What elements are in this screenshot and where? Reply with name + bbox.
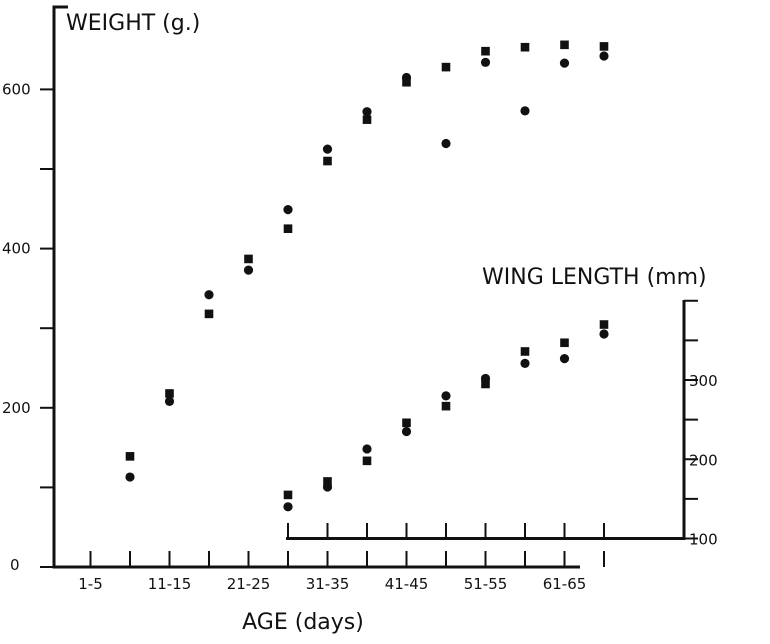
weight-square-point xyxy=(283,224,293,233)
x-tick-label: 21-25 xyxy=(227,575,271,593)
wing-tick-label: 100 xyxy=(689,531,718,549)
weight-circle-point xyxy=(164,396,175,407)
weight-circle-point xyxy=(204,290,214,300)
wing-circle-point xyxy=(599,329,609,339)
weight-square-point xyxy=(125,452,135,461)
weight-square-point xyxy=(560,40,569,50)
wing-square-point xyxy=(560,338,569,348)
weight-circle-point xyxy=(520,106,530,116)
weight-square-point xyxy=(481,46,490,56)
marks-layer xyxy=(125,40,609,512)
x-axis-title: AGE (days) xyxy=(242,610,364,635)
wing-square-point xyxy=(441,401,451,411)
weight-circle-point xyxy=(243,265,254,275)
weight-axis-title: WEIGHT (g.) xyxy=(66,11,200,36)
weight-tick-label: 200 xyxy=(2,399,31,417)
x-tick-label: 31-35 xyxy=(306,575,350,593)
axes-layer: 0 200 400 600 1-5 11-15 21-25 31-35 41-45 51-55 61… xyxy=(2,5,718,593)
weight-circle-point xyxy=(125,472,135,482)
weight-square-point xyxy=(520,42,530,52)
wing-circle-point xyxy=(520,358,530,368)
weight-circle-point xyxy=(283,204,293,215)
weight-square-point xyxy=(402,77,411,87)
x-tick-label: 11-15 xyxy=(148,575,192,593)
weight-x-axis-frame xyxy=(52,5,580,569)
weight-circle-point xyxy=(362,107,372,117)
weight-square-point xyxy=(599,42,609,51)
wing-circle-point xyxy=(362,444,372,454)
weight-circle-point xyxy=(480,57,491,67)
weight-square-point xyxy=(204,309,214,319)
weight-circle-point xyxy=(441,138,451,149)
wing-square-point xyxy=(362,456,372,466)
weight-circle-point xyxy=(599,51,609,61)
x-tick-label: 51-55 xyxy=(464,575,508,593)
x-tick-label: 1-5 xyxy=(78,575,103,593)
wing-circle-point xyxy=(401,426,412,437)
weight-circle-point xyxy=(559,58,570,68)
x-tick-label: 41-45 xyxy=(385,575,429,593)
wing-circle-point xyxy=(559,354,570,364)
wing-square-point xyxy=(323,477,332,486)
weight-square-point xyxy=(441,62,451,72)
weight-square-point xyxy=(323,156,332,166)
wing-square-point xyxy=(402,418,411,428)
weight-tick-label: 0 xyxy=(10,556,20,574)
wing-axis-frame xyxy=(286,300,686,540)
weight-tick-label: 400 xyxy=(2,240,31,258)
wing-square-point xyxy=(481,379,490,389)
weight-tick-label: 600 xyxy=(2,80,31,98)
wing-square-point xyxy=(283,490,293,500)
weight-square-point xyxy=(362,115,372,124)
wing-axis-title: WING LENGTH (mm) xyxy=(482,265,707,290)
wing-circle-point xyxy=(441,391,451,401)
weight-square-point xyxy=(244,254,253,264)
wing-tick-label: 200 xyxy=(689,451,718,469)
wing-square-point xyxy=(599,320,609,329)
x-tick-label: 61-65 xyxy=(543,575,587,593)
weight-circle-point xyxy=(322,144,333,154)
wing-tick-label: 300 xyxy=(689,372,718,390)
wing-circle-point xyxy=(283,502,293,512)
weight-square-point xyxy=(165,389,174,398)
wing-square-point xyxy=(520,347,530,356)
